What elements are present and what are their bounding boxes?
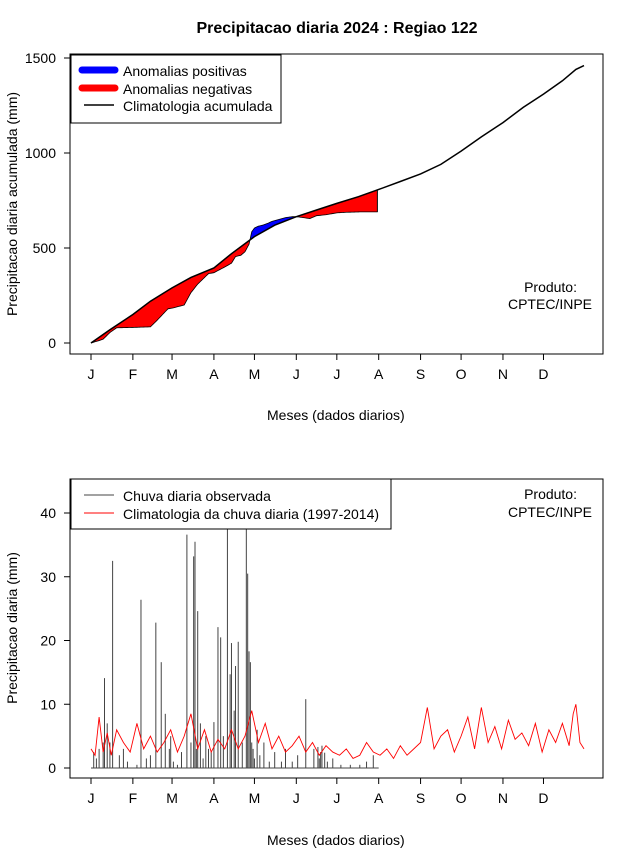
chart-title: Precipitacao diaria 2024 : Regiao 122: [196, 20, 477, 37]
x-tick-label: J: [333, 366, 340, 382]
legend-box-bottom: [70, 478, 392, 530]
x-tick-label: O: [456, 366, 467, 382]
legend-label-positive: Anomalias positivas: [123, 63, 247, 79]
x-tick-label: J: [333, 790, 340, 806]
x-axis-label-bottom: Meses (dados diarios): [267, 832, 405, 848]
y-tick-label: 1000: [25, 145, 56, 161]
x-tick-label: J: [88, 790, 95, 806]
x-axis-label-top: Meses (dados diarios): [267, 407, 405, 423]
x-tick-label: M: [249, 790, 261, 806]
product-label-bottom: Produto:: [524, 486, 577, 502]
x-tick-label: F: [129, 790, 138, 806]
daily-chart: 0 10 20 30 40 J F M A M J J A S O N D Meses (dados diar…: [4, 478, 604, 848]
x-tick-label: M: [166, 366, 178, 382]
y-axis-label-bottom: Precipitacao diaria (mm): [4, 552, 20, 704]
x-tick-label: J: [293, 366, 300, 382]
x-tick-label: A: [209, 366, 219, 382]
x-tick-label: O: [456, 790, 467, 806]
x-tick-label: J: [88, 366, 95, 382]
legend-label-climatology: Climatologia acumulada: [123, 98, 273, 114]
x-tick-label: N: [498, 366, 508, 382]
product-credit-top: CPTEC/INPE: [508, 296, 592, 312]
legend-label-negative: Anomalias negativas: [123, 81, 252, 97]
x-tick-label: M: [166, 790, 178, 806]
x-tick-label: N: [498, 790, 508, 806]
y-tick-label: 1500: [25, 50, 56, 66]
y-tick-label: 30: [40, 569, 56, 585]
legend-label-observed: Chuva diaria observada: [123, 488, 271, 504]
y-tick-label: 0: [48, 760, 56, 776]
y-tick-label: 10: [40, 696, 56, 712]
x-tick-label: F: [129, 366, 138, 382]
y-axis-label-top: Precipitacao diaria acumulada (mm): [4, 92, 20, 316]
legend-label-climatology-daily: Climatologia da chuva diaria (1997-2014): [123, 506, 379, 522]
y-axis-top: 0 500 1000 1500: [25, 50, 70, 351]
y-tick-label: 500: [33, 240, 57, 256]
product-label-top: Produto:: [524, 279, 577, 295]
x-tick-label: D: [538, 366, 548, 382]
legend-box-top: [70, 54, 282, 124]
y-tick-label: 0: [48, 335, 56, 351]
climatology-cumulative-line: [90, 64, 585, 344]
x-tick-label: A: [374, 790, 384, 806]
x-tick-label: D: [538, 790, 548, 806]
climatology-daily-line: [90, 704, 585, 760]
x-tick-label: A: [374, 366, 384, 382]
cumulative-chart: Precipitacao diaria 2024 : Regiao 122 0 5…: [4, 20, 604, 423]
product-credit-bottom: CPTEC/INPE: [508, 504, 592, 520]
y-axis-bottom: 0 10 20 30 40: [40, 505, 70, 776]
y-tick-label: 20: [40, 633, 56, 649]
x-tick-label: A: [209, 790, 219, 806]
legend-top: Anomalias positivas Anomalias negativas …: [70, 54, 282, 124]
x-tick-label: S: [416, 790, 425, 806]
y-tick-label: 40: [40, 505, 56, 521]
negative-anomaly-area: [91, 237, 251, 344]
x-tick-label: J: [293, 790, 300, 806]
daily-plot-marks: [90, 528, 585, 769]
x-tick-label: S: [416, 366, 425, 382]
cumulative-plot-marks: [90, 64, 585, 344]
legend-bottom: Chuva diaria observada Climatologia da c…: [70, 478, 392, 530]
x-tick-label: M: [249, 366, 261, 382]
